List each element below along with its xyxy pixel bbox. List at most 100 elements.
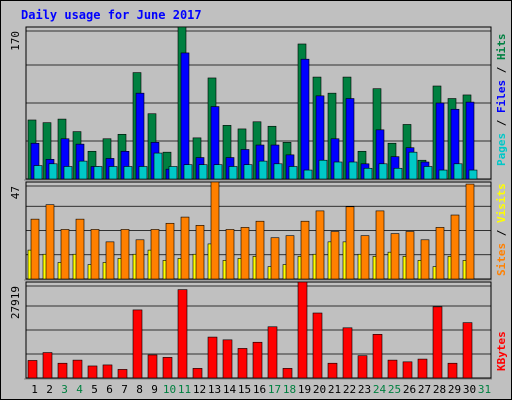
bar-sites-day-22: [345, 206, 355, 280]
x-tick-day-10: 10: [163, 383, 176, 396]
bar-sites-day-13: [210, 181, 220, 280]
x-tick-day-30: 30: [463, 383, 476, 396]
bar-pages-day-8: [138, 166, 148, 180]
x-tick-day-19: 19: [298, 383, 311, 396]
bar-pages-day-22: [348, 161, 358, 180]
bar-kbytes-day-25: [387, 359, 398, 379]
bar-sites-day-29: [450, 214, 460, 280]
bar-sites-day-30: [465, 183, 475, 280]
panel-3-legend: KBytes: [495, 331, 508, 371]
bar-pages-day-7: [123, 166, 133, 180]
bar-sites-day-15: [240, 227, 250, 280]
bar-kbytes-day-23: [357, 355, 368, 379]
bar-pages-day-16: [258, 160, 268, 180]
bar-sites-day-7: [120, 229, 130, 280]
bar-sites-day-25: [390, 233, 400, 280]
bar-kbytes-day-12: [192, 368, 203, 379]
bar-pages-day-9: [153, 152, 163, 180]
x-tick-day-9: 9: [151, 383, 158, 396]
x-tick-day-13: 13: [208, 383, 221, 396]
bar-files-day-8: [135, 92, 145, 180]
bar-pages-day-10: [168, 166, 178, 180]
legend-pages: Pages: [495, 133, 508, 166]
bar-pages-day-27: [423, 166, 433, 180]
bar-sites-day-4: [75, 218, 85, 280]
bar-kbytes-day-14: [222, 339, 233, 379]
legend-kbytes: KBytes: [495, 331, 508, 371]
x-tick-day-28: 28: [433, 383, 446, 396]
panel-2-legend: Sites / Visits: [495, 183, 508, 276]
bar-pages-day-1: [33, 165, 43, 180]
x-tick-day-20: 20: [313, 383, 326, 396]
panel-2-max-label: 47: [9, 186, 22, 199]
bar-kbytes-day-9: [147, 354, 158, 379]
x-tick-day-31: 31: [478, 383, 491, 396]
bar-kbytes-day-3: [57, 362, 68, 379]
bar-kbytes-day-7: [117, 369, 128, 379]
x-tick-day-23: 23: [358, 383, 371, 396]
x-tick-day-8: 8: [136, 383, 143, 396]
x-tick-day-18: 18: [283, 383, 296, 396]
bar-kbytes-day-2: [42, 352, 53, 379]
bar-pages-day-12: [198, 164, 208, 180]
bar-kbytes-day-16: [252, 341, 263, 379]
bar-kbytes-day-17: [267, 326, 278, 379]
bar-pages-day-26: [408, 151, 418, 180]
x-tick-day-16: 16: [253, 383, 266, 396]
legend-visits: Visits: [495, 183, 508, 223]
x-tick-day-5: 5: [91, 383, 98, 396]
bar-kbytes-day-18: [282, 368, 293, 379]
bar-kbytes-day-1: [27, 360, 38, 379]
bar-kbytes-day-11: [177, 289, 188, 379]
bar-pages-day-13: [213, 164, 223, 180]
panel-1-legend: Pages / Files / Hits: [495, 34, 508, 167]
x-tick-day-22: 22: [343, 383, 356, 396]
bar-sites-day-24: [375, 210, 385, 280]
x-tick-day-17: 17: [268, 383, 281, 396]
x-tick-day-6: 6: [106, 383, 113, 396]
bar-kbytes-day-24: [372, 334, 383, 379]
bar-sites-day-8: [135, 239, 145, 280]
x-tick-day-21: 21: [328, 383, 341, 396]
bar-kbytes-day-19: [297, 281, 308, 379]
bar-files-day-11: [180, 52, 190, 180]
x-tick-day-12: 12: [193, 383, 206, 396]
bar-kbytes-day-27: [417, 358, 428, 379]
legend-sites: Sites: [495, 243, 508, 276]
panel-3-max-label: 27919: [9, 286, 22, 319]
bar-sites-day-11: [180, 216, 190, 280]
bar-kbytes-day-20: [312, 312, 323, 379]
bar-pages-day-25: [393, 167, 403, 180]
bar-pages-day-28: [438, 169, 448, 180]
bar-sites-day-6: [105, 241, 115, 280]
bar-sites-day-5: [90, 229, 100, 280]
bar-pages-day-4: [78, 160, 88, 180]
x-tick-day-2: 2: [46, 383, 53, 396]
bar-sites-day-10: [165, 222, 175, 280]
bar-sites-day-23: [360, 235, 370, 280]
bar-pages-day-21: [333, 161, 343, 180]
bar-pages-day-3: [63, 166, 73, 180]
x-tick-day-27: 27: [418, 383, 431, 396]
bar-pages-day-19: [303, 169, 313, 180]
bar-pages-day-5: [93, 166, 103, 180]
legend-separator: /: [495, 60, 508, 80]
legend-separator: /: [495, 223, 508, 243]
bar-kbytes-day-6: [102, 364, 113, 379]
bar-pages-day-17: [273, 163, 283, 180]
bar-pages-day-20: [318, 159, 328, 180]
x-tick-day-1: 1: [31, 383, 38, 396]
bar-pages-day-2: [48, 163, 58, 180]
bar-kbytes-day-15: [237, 348, 248, 379]
bar-sites-day-26: [405, 231, 415, 280]
bar-sites-day-1: [30, 218, 40, 280]
x-tick-day-7: 7: [121, 383, 128, 396]
bar-kbytes-day-26: [402, 361, 413, 379]
x-tick-day-3: 3: [61, 383, 68, 396]
x-tick-day-14: 14: [223, 383, 237, 396]
x-tick-day-11: 11: [178, 383, 191, 396]
bar-kbytes-day-30: [462, 322, 473, 379]
bar-pages-day-23: [363, 167, 373, 180]
bar-pages-day-18: [288, 166, 298, 180]
